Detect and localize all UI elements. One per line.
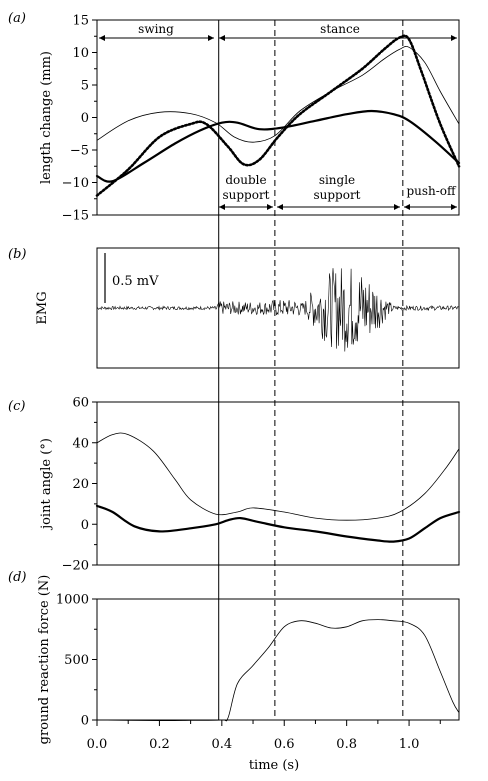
x-axis-title: time (s): [249, 758, 299, 773]
panel-c-ytick-label: −20: [62, 559, 89, 574]
double-support-arrowheads: [219, 204, 273, 210]
panel-d-ytick-label: 500: [64, 653, 89, 668]
xtick-label: 0.6: [274, 737, 295, 752]
panel-a-ytick-label: −5: [70, 144, 89, 159]
panel-a-ytick-label: −10: [62, 176, 89, 191]
panel-d-label: (d): [8, 570, 26, 585]
panel-d-frame: [96, 598, 460, 721]
panel-a-label: (a): [8, 11, 26, 26]
panel-c-label: (c): [8, 399, 25, 414]
xtick-label: 0.0: [87, 737, 108, 752]
panel-a: (a) swing stance double support single s…: [8, 11, 460, 216]
panel-a-ytick-label: −15: [62, 209, 89, 224]
single-support-line2: support: [313, 188, 360, 202]
phase-annotations: swing stance double support single suppo…: [99, 22, 457, 210]
xtick-label: 0.8: [336, 737, 357, 752]
panel-a-ytick-label: 10: [72, 46, 89, 61]
single-support-line1: single: [319, 173, 355, 187]
push-off-label: push-off: [406, 184, 457, 198]
panel-c-ytick-label: 60: [72, 396, 89, 411]
panel-d-ytick-label: 1000: [56, 593, 89, 608]
panel-a-ytick-label: 0: [81, 111, 89, 126]
axes-layer: 15 10 5 0 −5 −10 −15 length change (mm) 60 40 20 0 −…: [35, 14, 441, 752]
panel-c-ytick-label: 40: [72, 436, 89, 451]
panel-c-series-thin: [96, 432, 460, 521]
stance-label-bg: [316, 22, 366, 36]
panel-c-series-thick: [95, 504, 461, 543]
double-support-line2: support: [222, 188, 269, 202]
emg-trace: [96, 268, 460, 352]
push-off-arrowheads: [404, 204, 457, 210]
panel-a-ytick-label: 5: [81, 79, 89, 94]
panel-d: (d) time (s): [8, 570, 460, 773]
panel-b-label: (b): [8, 247, 26, 262]
series-layer: [95, 34, 461, 722]
panel-d-series-thin: [96, 619, 460, 722]
swing-label: swing: [138, 22, 174, 36]
stance-label: stance: [320, 22, 360, 36]
panel-b-ylabel: EMG: [35, 291, 50, 324]
panel-c-ytick-label: 0: [81, 518, 89, 533]
panel-c-ylabel: joint angle (°): [39, 438, 54, 531]
panel-c-ytick-label: 20: [72, 477, 89, 492]
xtick-label: 0.2: [149, 737, 170, 752]
panel-a-ytick-label: 15: [72, 14, 89, 29]
panel-d-ylabel: ground reaction force (N): [37, 575, 52, 745]
panel-a-series-dotted: [95, 34, 461, 197]
xtick-label: 0.4: [211, 737, 232, 752]
emg-scale-label: 0.5 mV: [112, 274, 159, 289]
panel-a-ylabel: length change (mm): [39, 51, 54, 184]
panel-a-series-thick: [95, 109, 461, 183]
panel-d-ytick-label: 0: [81, 714, 89, 729]
double-support-line1: double: [225, 173, 266, 187]
xtick-label: 1.0: [399, 737, 420, 752]
swing-label-bg: [136, 22, 180, 36]
